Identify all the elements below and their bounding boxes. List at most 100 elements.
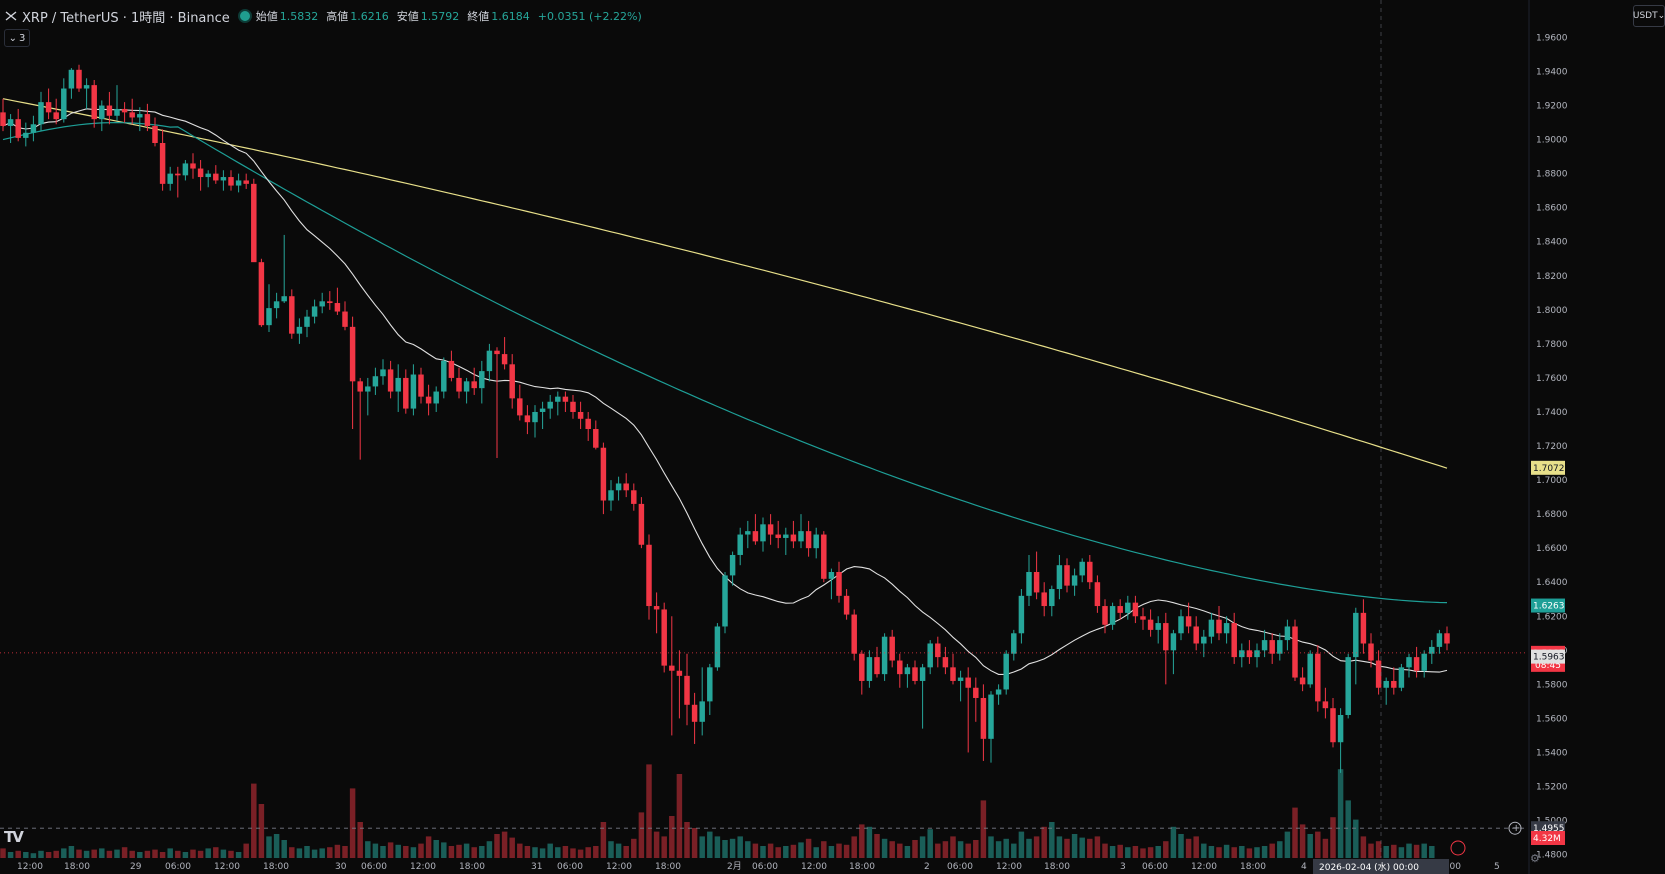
- volume-bar: [547, 843, 553, 858]
- candle-body: [1087, 561, 1093, 583]
- volume-bar: [988, 836, 994, 858]
- volume-bar: [258, 804, 265, 858]
- volume-bar: [91, 849, 97, 858]
- volume-bar: [129, 850, 135, 858]
- volume-bar: [235, 852, 242, 858]
- volume-bar: [197, 850, 204, 858]
- candle-body: [661, 609, 667, 666]
- volume-bar: [669, 816, 675, 858]
- settings-icon[interactable]: ⚙: [1530, 852, 1540, 865]
- volume-bar: [387, 842, 394, 858]
- candle-body: [273, 301, 280, 309]
- candle-body: [281, 296, 287, 302]
- candle-body: [828, 572, 835, 579]
- currency-button[interactable]: USDT ⌄: [1633, 5, 1665, 27]
- volume-bar: [866, 826, 873, 858]
- candle-body: [1330, 708, 1336, 743]
- volume-bar: [904, 846, 911, 858]
- volume-bar: [1102, 843, 1108, 858]
- candle-body: [889, 636, 895, 661]
- candle-body: [524, 415, 531, 423]
- x-tick-label: 2: [924, 862, 930, 872]
- candle-body: [1132, 602, 1139, 617]
- candle-body: [676, 670, 683, 676]
- candle-body: [289, 296, 295, 334]
- volume-bar: [251, 783, 257, 858]
- candle-body: [121, 108, 128, 113]
- volume-bar: [775, 847, 781, 858]
- volume-bar: [425, 836, 432, 858]
- low-value: 1.5792: [420, 9, 460, 23]
- volume-bar: [927, 829, 933, 858]
- candle-body: [349, 326, 356, 382]
- volume-bar: [1284, 831, 1291, 858]
- tradingview-logo[interactable]: TV: [4, 828, 24, 846]
- volume-bar: [1216, 847, 1222, 858]
- indicator-toggle-button[interactable]: ⌄ 3: [4, 29, 30, 47]
- candle-body: [1429, 646, 1435, 654]
- y-tick-label: 1.8600: [1536, 204, 1568, 214]
- open-value: 1.5832: [279, 9, 319, 23]
- candle-body: [562, 396, 569, 402]
- low-label: 安値: [396, 10, 419, 23]
- volume-bar: [243, 843, 249, 858]
- volume-bar: [68, 846, 75, 858]
- open-label: 始値: [255, 10, 278, 23]
- ma-mid-line: [2, 121, 1448, 604]
- candle-body: [638, 503, 645, 545]
- volume-bar: [714, 836, 721, 858]
- candle-body: [935, 643, 941, 658]
- volume-bar: [1292, 807, 1298, 858]
- candle-body: [1398, 667, 1405, 688]
- volume-bar: [1147, 847, 1154, 858]
- volume-bar: [897, 843, 903, 858]
- candle-body: [790, 534, 797, 542]
- volume-bar: [691, 828, 698, 858]
- volume-bar: [995, 841, 1002, 858]
- symbol-icon[interactable]: [4, 9, 18, 23]
- market-status-icon[interactable]: [239, 11, 250, 21]
- x-tick-label: 12:00: [17, 862, 43, 872]
- candle-body: [995, 689, 1002, 695]
- candle-body: [509, 364, 515, 399]
- y-tick-label: 1.7800: [1536, 340, 1568, 350]
- y-tick-label: 1.8400: [1536, 238, 1568, 248]
- candle-body: [441, 360, 447, 392]
- candle-body: [752, 531, 759, 542]
- candle-body: [30, 124, 37, 133]
- candle-body: [988, 694, 994, 739]
- volume-bar: [395, 844, 401, 858]
- volume-bar: [7, 852, 14, 858]
- volume-bar: [1071, 834, 1078, 858]
- candle-body: [486, 350, 493, 372]
- volume-bar: [790, 844, 797, 858]
- volume-bar: [1064, 838, 1070, 858]
- candle-body: [570, 401, 576, 412]
- y-tick-label: 1.9400: [1536, 68, 1568, 78]
- volume-bar: [53, 850, 59, 858]
- chart-header: XRP / TetherUS · 1時間 · Binance 始値 1.5832…: [4, 6, 650, 26]
- candle-body: [1003, 653, 1009, 690]
- candle-body: [152, 125, 158, 143]
- candle-body: [745, 531, 751, 535]
- candle-body: [1421, 653, 1427, 671]
- symbol-title[interactable]: XRP / TetherUS · 1時間 · Binance: [22, 10, 230, 26]
- volume-bar: [980, 800, 987, 858]
- volume-bar: [380, 846, 386, 858]
- volume-bar: [699, 836, 705, 858]
- candle-body: [1231, 623, 1237, 658]
- candle-body: [517, 398, 523, 416]
- volume-bar: [517, 843, 523, 858]
- volume-bar: [501, 831, 508, 858]
- volume-bar: [1049, 822, 1055, 858]
- candle-body: [1201, 636, 1207, 644]
- add-alert-plus: +: [1512, 823, 1520, 834]
- add-alert-icon: [1508, 821, 1522, 835]
- x-tick-label: 18:00: [64, 862, 90, 872]
- candle-body: [836, 572, 842, 596]
- x-tick-label: 30: [335, 862, 347, 872]
- volume-bar: [767, 843, 774, 858]
- candle-body: [859, 653, 865, 681]
- candle-body: [357, 381, 363, 392]
